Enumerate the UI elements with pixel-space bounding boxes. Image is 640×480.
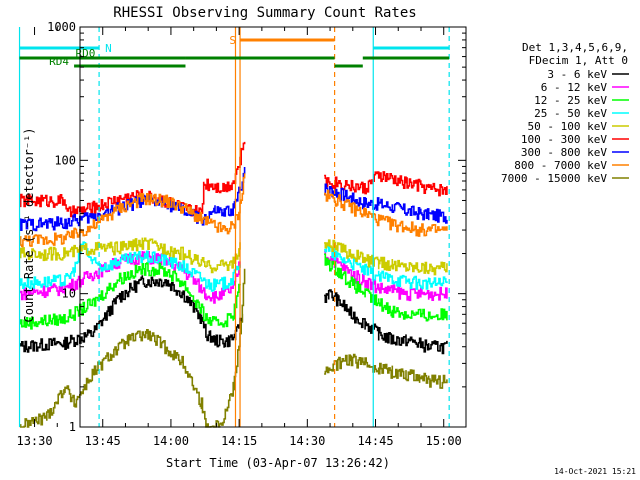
y-tick-label-2: 100: [54, 153, 76, 167]
flag-label-3: RD4: [49, 55, 69, 68]
x-tick-label-2: 14:00: [153, 434, 189, 448]
legend-label-3: 25 - 50 keV: [534, 107, 607, 120]
legend-label-0: 3 - 6 keV: [547, 68, 607, 81]
flag-label-2: RD0: [76, 47, 96, 60]
x-tick-label-5: 14:45: [357, 434, 393, 448]
legend: Det 1,3,4,5,6,9, FDecim 1, Att 0 3 - 6 k…: [501, 41, 629, 185]
series-layer: [19, 141, 448, 428]
x-tick-label-1: 13:45: [85, 434, 121, 448]
legend-label-5: 100 - 300 keV: [521, 133, 607, 146]
plot-frame: [79, 26, 467, 428]
series-line-7: [19, 173, 448, 248]
legend-label-7: 800 - 7000 keV: [514, 159, 607, 172]
legend-label-4: 50 - 100 keV: [528, 120, 608, 133]
legend-label-1: 6 - 12 keV: [541, 81, 608, 94]
x-axis-label: Start Time (03-Apr-07 13:26:42): [166, 456, 390, 470]
x-tick-label-0: 13:30: [16, 434, 52, 448]
legend-label-8: 7000 - 15000 keV: [501, 172, 607, 185]
y-tick-label-0: 1: [69, 420, 76, 434]
flag-bars-layer: N S RD0 RD4: [19, 34, 450, 68]
series-line-0: [19, 275, 448, 355]
x-ticks-layer: 13:30 13:45 14:00 14:15 14:30 14:45 15:00: [16, 27, 462, 448]
footer-timestamp: 14-Oct-2021 15:21: [554, 467, 636, 476]
y-tick-label-3: 1000: [47, 20, 76, 34]
flag-label-0: N: [105, 42, 112, 55]
x-tick-label-3: 14:15: [221, 434, 257, 448]
y-axis-label: Count Rate (s⁻¹ detector⁻¹): [22, 127, 36, 322]
flag-label-1: S: [229, 34, 236, 47]
series-line-3: [19, 241, 448, 292]
vertical-lines-layer: [18, 27, 450, 427]
legend-header-line-2: FDecim 1, Att 0: [529, 54, 628, 67]
y-ticks-layer: 1 10 100 1000: [47, 20, 466, 434]
series-line-1: [19, 250, 448, 304]
legend-header-line-1: Det 1,3,4,5,6,9,: [522, 41, 628, 54]
y-tick-label-1: 10: [62, 287, 76, 301]
series-line-8: [19, 268, 448, 428]
legend-label-6: 300 - 800 keV: [521, 146, 607, 159]
series-line-4: [19, 237, 448, 276]
legend-label-2: 12 - 25 keV: [534, 94, 607, 107]
x-tick-label-6: 15:00: [426, 434, 462, 448]
series-line-5: [19, 141, 448, 218]
series-line-2: [19, 253, 448, 330]
chart-title: RHESSI Observing Summary Count Rates: [113, 5, 416, 21]
x-tick-label-4: 14:30: [289, 434, 325, 448]
